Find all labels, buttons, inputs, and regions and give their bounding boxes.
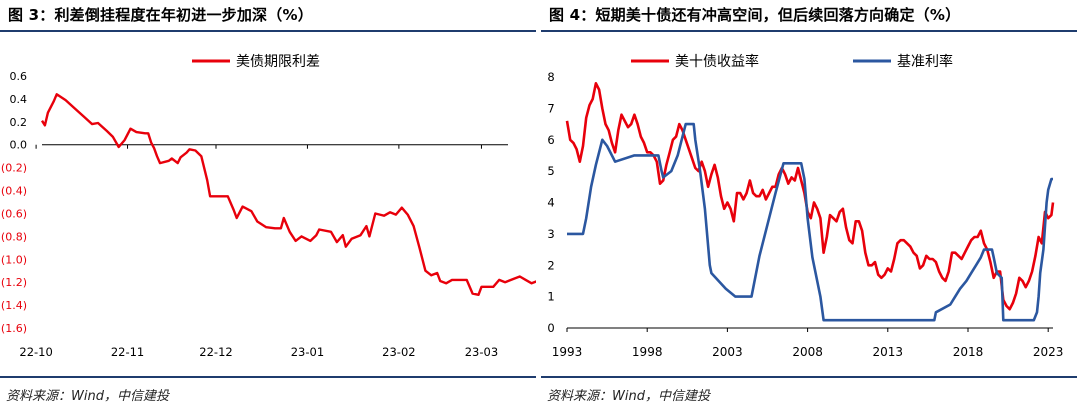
x-tick-label: 1993 bbox=[552, 345, 583, 359]
y-tick-label: 0 bbox=[547, 321, 554, 335]
right-line-chart: 8 7 6 5 4 3 2 1 0 1993 1998 2003 2008 2013 2018 2023 美十债… bbox=[547, 53, 1064, 359]
x-tick-label: 22-11 bbox=[111, 345, 144, 359]
right-source-rule bbox=[541, 376, 1077, 378]
x-tick-label: 2018 bbox=[953, 345, 984, 359]
right-title-rule bbox=[541, 30, 1077, 32]
left-line-chart: 0.6 0.4 0.2 0.0 (0.2) (0.4) (0.6) (0.8) (1.0) (1.… bbox=[1, 54, 536, 359]
right-chart-panel: 图 4：短期美十债还有冲高空间，但后续回落方向确定（%） 8 7 6 5 4 3 2 1 0 19… bbox=[541, 0, 1077, 414]
y-tick-label: 6 bbox=[547, 133, 554, 147]
right-chart-source: 资料来源：Wind，中信建投 bbox=[547, 389, 710, 404]
y-tick-label: (1.2) bbox=[1, 276, 27, 289]
x-tick-label: 2008 bbox=[792, 345, 823, 359]
y-tick-label: 2 bbox=[547, 258, 554, 272]
legend-label: 美十债收益率 bbox=[675, 53, 759, 70]
y-tick-label: 7 bbox=[547, 101, 554, 115]
y-tick-label: (0.4) bbox=[1, 185, 27, 198]
x-tick-label: 1998 bbox=[632, 345, 663, 359]
y-tick-label: 0.6 bbox=[10, 70, 28, 83]
y-tick-label: (1.6) bbox=[1, 322, 27, 335]
series-line-treasury-10y bbox=[565, 82, 1055, 311]
left-chart-panel: 图 3：利差倒挂程度在年初进一步加深（%） 0.6 0.4 0.2 0.0 (0.2) (… bbox=[0, 0, 536, 414]
y-tick-label: 3 bbox=[547, 227, 554, 241]
series-line-spread bbox=[40, 93, 536, 296]
y-tick-label: 4 bbox=[547, 196, 554, 210]
x-tick-label: 23-03 bbox=[465, 345, 498, 359]
left-chart-title: 图 3：利差倒挂程度在年初进一步加深（%） bbox=[8, 6, 313, 24]
series-line-policy-rate bbox=[567, 122, 1053, 322]
x-tick-label: 23-01 bbox=[291, 345, 324, 359]
y-tick-label: (0.6) bbox=[1, 207, 27, 220]
x-tick-label: 22-10 bbox=[19, 345, 52, 359]
x-tick-label: 2003 bbox=[712, 345, 743, 359]
y-tick-label: (0.2) bbox=[1, 162, 27, 175]
y-tick-label: (1.4) bbox=[1, 299, 27, 312]
legend-label: 基准利率 bbox=[897, 53, 953, 70]
y-tick-label: (0.8) bbox=[1, 230, 27, 243]
left-source-rule bbox=[0, 376, 536, 378]
y-tick-label: (1.0) bbox=[1, 253, 27, 266]
legend-label-spread: 美债期限利差 bbox=[236, 54, 320, 70]
x-tick-label: 2023 bbox=[1033, 345, 1064, 359]
x-tick-label: 22-12 bbox=[199, 345, 232, 359]
y-tick-label: 0.2 bbox=[10, 116, 28, 129]
left-title-rule bbox=[0, 30, 536, 32]
left-chart-source: 资料来源：Wind，中信建投 bbox=[6, 389, 169, 404]
y-tick-label: 0.0 bbox=[10, 139, 28, 152]
x-tick-label: 23-02 bbox=[382, 345, 415, 359]
right-chart-title: 图 4：短期美十债还有冲高空间，但后续回落方向确定（%） bbox=[549, 6, 961, 24]
x-tick-label: 2013 bbox=[873, 345, 904, 359]
y-tick-label: 0.4 bbox=[10, 93, 28, 106]
y-tick-label: 8 bbox=[547, 70, 554, 84]
y-tick-label: 5 bbox=[547, 164, 554, 178]
y-tick-label: 1 bbox=[547, 290, 554, 304]
